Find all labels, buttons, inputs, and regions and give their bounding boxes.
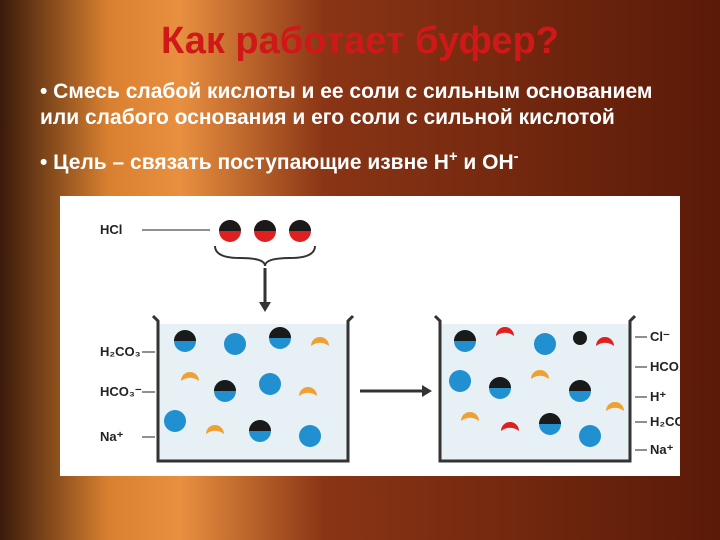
svg-text:HCO₃⁻: HCO₃⁻: [100, 384, 142, 399]
bullet-1: • Смесь слабой кислоты и ее соли с сильн…: [0, 71, 720, 140]
bullet-2: • Цель – связать поступающие извне Н+ и …: [0, 140, 720, 184]
svg-text:Cl⁻: Cl⁻: [650, 329, 670, 344]
svg-text:H₂CO₃: H₂CO₃: [650, 414, 680, 429]
svg-text:HCl: HCl: [100, 222, 122, 237]
page-title: Как работает буфер?: [0, 0, 720, 71]
svg-text:HCO₃⁻: HCO₃⁻: [650, 359, 680, 374]
buffer-diagram: HCl H₂CO₃ HCO₃⁻ Na⁺ Cl⁻ HCO₃⁻ H⁺ H₂CO₃ Na⁺: [60, 196, 680, 476]
svg-text:H₂CO₃: H₂CO₃: [100, 344, 141, 359]
svg-text:Na⁺: Na⁺: [650, 442, 674, 457]
svg-text:H⁺: H⁺: [650, 389, 666, 404]
svg-text:Na⁺: Na⁺: [100, 429, 124, 444]
